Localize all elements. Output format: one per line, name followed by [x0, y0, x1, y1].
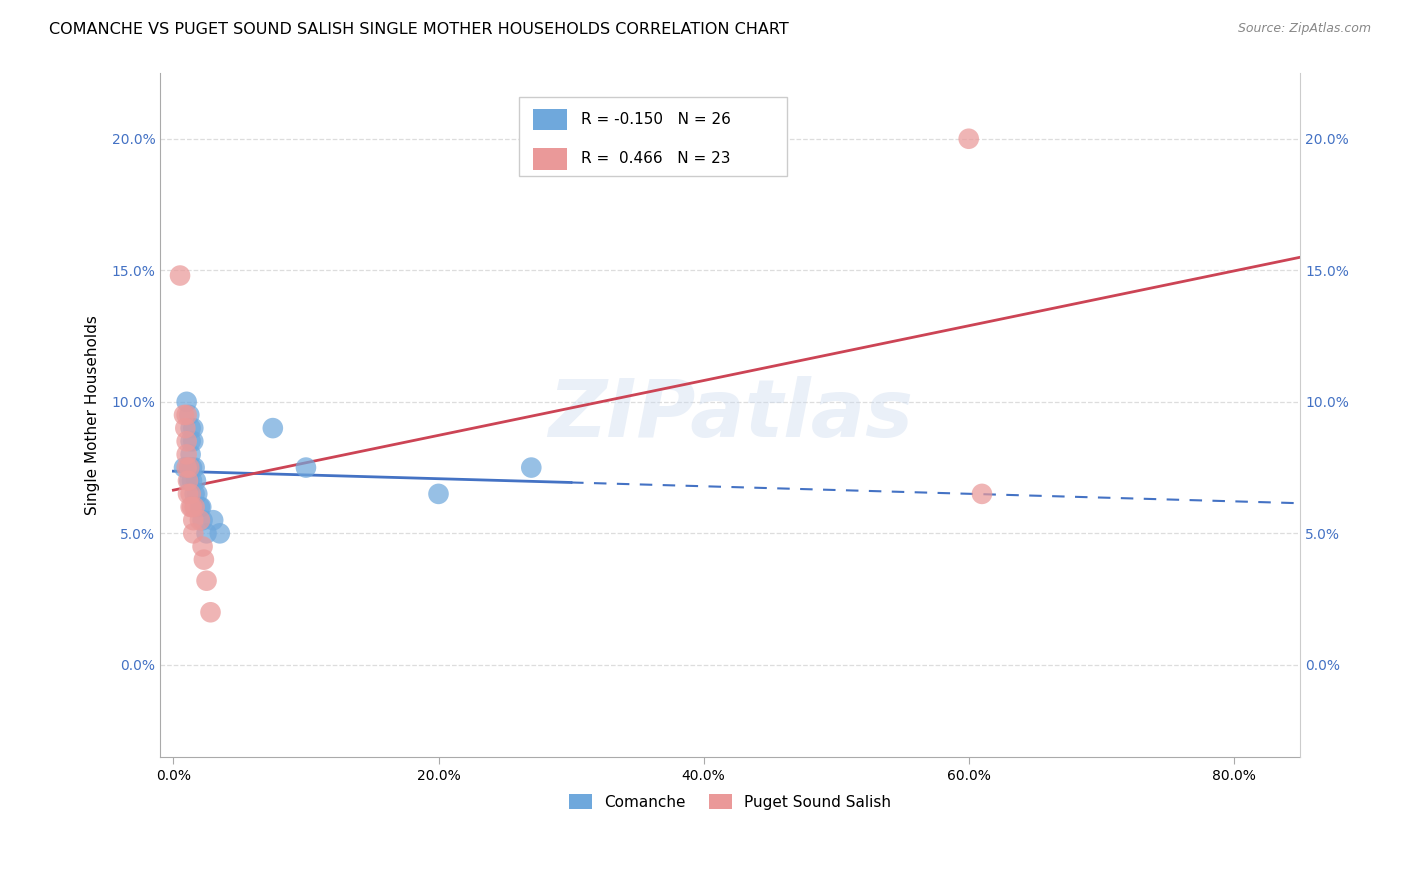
Point [179, 474, 201, 488]
Point [169, 268, 191, 283]
Point [183, 487, 205, 501]
Y-axis label: Single Mother Households: Single Mother Households [86, 315, 100, 515]
Point [427, 487, 450, 501]
Point [181, 513, 204, 527]
Point [179, 460, 201, 475]
Point [180, 447, 202, 461]
Point [184, 474, 207, 488]
Point [180, 421, 202, 435]
Point [180, 434, 202, 449]
Point [520, 460, 543, 475]
FancyBboxPatch shape [519, 97, 787, 176]
Point [195, 526, 218, 541]
Point [183, 460, 205, 475]
Text: Source: ZipAtlas.com: Source: ZipAtlas.com [1237, 22, 1371, 36]
Point [176, 434, 198, 449]
Point [262, 421, 284, 435]
Point [202, 513, 225, 527]
Point [176, 394, 198, 409]
Point [181, 421, 204, 435]
Point [181, 474, 204, 488]
Point [174, 421, 197, 435]
Point [176, 408, 198, 422]
Point [195, 574, 218, 588]
FancyBboxPatch shape [533, 109, 567, 130]
Point [190, 500, 212, 514]
Text: COMANCHE VS PUGET SOUND SALISH SINGLE MOTHER HOUSEHOLDS CORRELATION CHART: COMANCHE VS PUGET SOUND SALISH SINGLE MO… [49, 22, 789, 37]
Point [177, 487, 200, 501]
Point [193, 552, 215, 566]
Text: R = -0.150   N = 26: R = -0.150 N = 26 [581, 112, 731, 127]
Point [200, 605, 222, 619]
Point [208, 526, 231, 541]
Point [295, 460, 318, 475]
Point [176, 447, 198, 461]
Point [188, 513, 211, 527]
Point [957, 132, 980, 146]
Point [176, 460, 198, 475]
Point [191, 513, 214, 527]
Point [179, 460, 201, 475]
Text: ZIPatlas: ZIPatlas [547, 376, 912, 454]
Legend: Comanche, Puget Sound Salish: Comanche, Puget Sound Salish [565, 789, 896, 814]
Point [188, 500, 211, 514]
Text: R =  0.466   N = 23: R = 0.466 N = 23 [581, 152, 730, 167]
Point [191, 540, 214, 554]
Point [173, 460, 195, 475]
Point [181, 500, 204, 514]
Point [183, 500, 205, 514]
FancyBboxPatch shape [533, 148, 567, 169]
Point [180, 487, 202, 501]
Point [177, 474, 200, 488]
Point [970, 487, 993, 501]
Point [179, 408, 201, 422]
Point [181, 460, 204, 475]
Point [173, 408, 195, 422]
Point [181, 526, 204, 541]
Point [181, 434, 204, 449]
Point [180, 500, 202, 514]
Point [186, 487, 208, 501]
